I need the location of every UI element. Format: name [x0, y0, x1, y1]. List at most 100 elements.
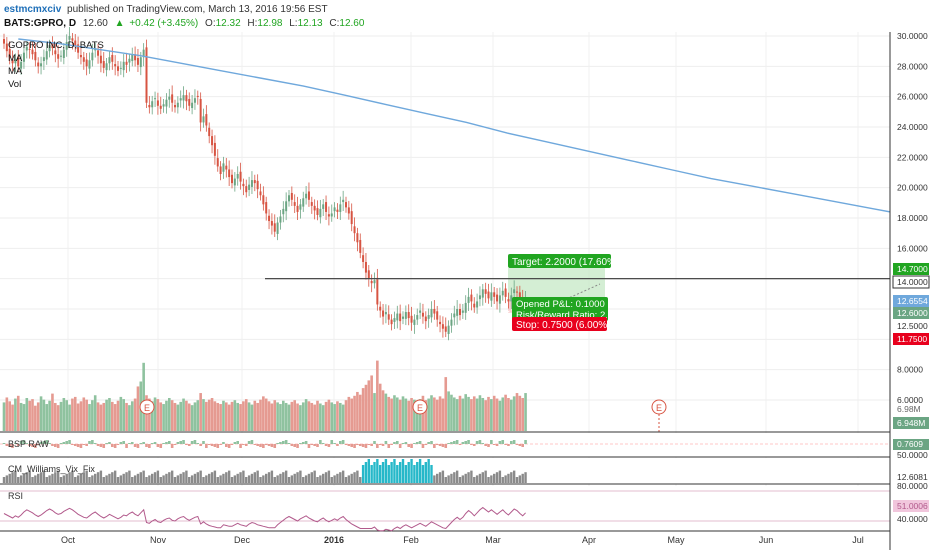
- risk-reward-text: Risk/Reward Ratio: 2.93: [516, 310, 618, 321]
- bsp-bar: [256, 444, 259, 446]
- earnings-marker-3[interactable]: E: [651, 399, 667, 432]
- vix-fix-bar: [427, 459, 430, 483]
- bsp-bar: [521, 444, 524, 447]
- bsp-bar: [148, 444, 151, 448]
- vix-fix-bar: [290, 475, 294, 483]
- volume-bar: [207, 399, 211, 431]
- vix-fix-bar: [265, 473, 268, 483]
- candle-body: [162, 104, 165, 107]
- volume-bar: [19, 402, 23, 431]
- candle-body: [305, 193, 308, 199]
- bsp-bar: [381, 444, 385, 446]
- volume-bar: [324, 401, 328, 431]
- svg-text:14.0000: 14.0000: [897, 277, 928, 287]
- vix-fix-bar: [205, 475, 208, 483]
- opened-pnl-label[interactable]: Opened P&L: 0.1000 Risk/Reward Ratio: 2.…: [512, 297, 618, 321]
- vix-fix-bar: [128, 470, 131, 483]
- candle-body: [185, 95, 188, 102]
- candle-body: [37, 62, 40, 67]
- vix-fix-bar: [507, 473, 510, 483]
- volume-bar: [210, 398, 214, 431]
- rsi-pane[interactable]: [0, 486, 890, 531]
- bsp-bar: [5, 444, 9, 446]
- bsp-bar: [472, 444, 476, 446]
- volume-bar: [93, 395, 97, 431]
- vix-fix-bar: [165, 473, 168, 483]
- volume-bar: [14, 398, 17, 431]
- bsp-bar: [344, 444, 348, 445]
- legend-ma-1[interactable]: MA: [8, 53, 23, 64]
- target-label[interactable]: Target: 2.2000 (17.60%): [508, 254, 619, 268]
- bsp-bar: [430, 441, 433, 444]
- candle-body: [145, 47, 148, 103]
- volume-bar: [54, 402, 57, 431]
- candle-body: [60, 55, 62, 57]
- bsp-bar: [341, 440, 345, 444]
- vix-fix-bar: [113, 470, 117, 483]
- earnings-marker-2[interactable]: E: [412, 399, 428, 415]
- volume-bar: [259, 399, 262, 431]
- volume-bar: [222, 400, 225, 431]
- vix-fix-bar: [68, 472, 71, 483]
- volume-bar: [71, 398, 74, 431]
- candle-body: [399, 313, 402, 322]
- time-axis[interactable]: Oct Nov Dec 2016 Feb Mar Apr May Jun Jul: [61, 535, 864, 545]
- price-axis[interactable]: 30.0000 28.0000 26.0000 24.0000 22.0000 20.00…: [897, 31, 928, 405]
- vix-fix-bar: [51, 473, 54, 483]
- vix-fix-bar: [133, 475, 137, 483]
- vix-fix-bar: [344, 477, 348, 483]
- vix-fix-bar: [156, 470, 160, 483]
- volume-bar: [290, 401, 294, 431]
- volume-bar: [8, 401, 11, 431]
- candle-body: [236, 174, 239, 179]
- y-tick-label: 16.0000: [897, 243, 928, 253]
- candle-body: [196, 95, 199, 97]
- vix-fix-bar: [267, 472, 271, 483]
- vix-fix-bar: [515, 477, 519, 483]
- bsp-bar: [421, 444, 425, 448]
- candle-body: [347, 207, 350, 214]
- main-pane[interactable]: [0, 32, 890, 432]
- volume-bar: [478, 395, 482, 431]
- volume-bar: [62, 398, 66, 431]
- candle-body: [42, 57, 45, 62]
- x-tick-label: 2016: [324, 535, 344, 545]
- vix-fix-bar: [185, 470, 188, 483]
- legend-vol[interactable]: Vol: [8, 79, 21, 90]
- volume-bar: [370, 375, 373, 431]
- earnings-marker-1[interactable]: E: [139, 399, 155, 415]
- vix-fix-bar: [59, 477, 63, 483]
- vix-fix-bar: [487, 477, 490, 483]
- candle-body: [171, 94, 174, 103]
- candle-body: [199, 98, 202, 123]
- axis-label-ma: 12.6554: [893, 295, 929, 307]
- trend-line[interactable]: [422, 307, 516, 358]
- candle-body: [364, 261, 367, 273]
- volume-bar: [438, 396, 442, 431]
- candle-body: [165, 99, 168, 107]
- bsp-bar: [507, 444, 510, 446]
- stop-label[interactable]: Stop: 0.7500 (6.00%): [512, 317, 611, 331]
- vix-fix-bar: [25, 472, 28, 483]
- vix-fix-bar: [85, 470, 88, 483]
- vix-fix-bar: [96, 472, 100, 483]
- vix-fix-bar: [182, 472, 185, 483]
- bsp-bar: [225, 444, 228, 447]
- bsp-bar: [307, 444, 311, 448]
- volume-bar: [130, 401, 134, 431]
- legend-ma-2[interactable]: MA: [8, 66, 23, 77]
- bsp-bar: [384, 441, 388, 444]
- candle-body: [117, 66, 119, 71]
- bsp-bar: [102, 444, 106, 448]
- bsp-bar: [350, 444, 353, 447]
- high-value: 12.98: [257, 18, 282, 29]
- vix-fix-bar: [2, 477, 6, 483]
- volume-bar: [378, 383, 382, 431]
- volume-bar: [39, 396, 43, 431]
- bsp-bar: [301, 442, 305, 444]
- candle-body: [350, 211, 353, 225]
- bsp-bar: [196, 443, 200, 444]
- bsp-bar: [487, 444, 490, 447]
- candle-body: [176, 102, 179, 108]
